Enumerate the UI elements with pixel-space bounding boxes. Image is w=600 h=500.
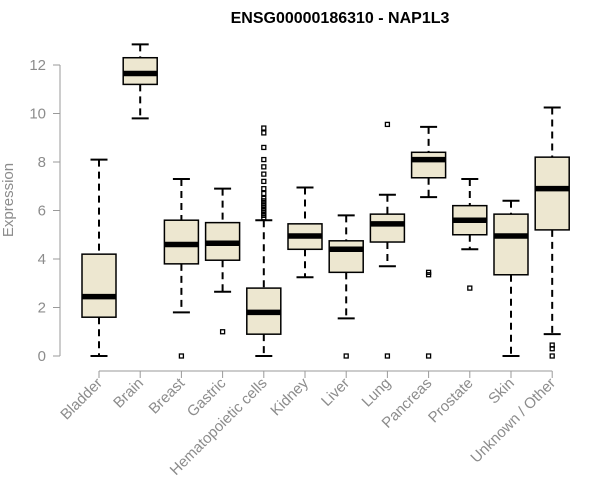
box-iqr [369,213,406,243]
box-skin [493,199,529,357]
axes: 0 2 4 6 8 10 12 [29,57,553,378]
box-bladder [81,158,117,357]
outlier-point [425,353,432,359]
outlier-point [261,130,267,136]
box-brain [122,43,158,120]
box-breast [163,177,200,359]
box-hematopoietic-cells [246,125,282,357]
x-tick-label: Bladder [57,375,106,424]
x-tick-label: Lung [359,375,395,411]
outlier-point [384,353,391,359]
outlier-point [261,125,267,131]
y-axis-label: Expression [0,163,17,237]
outlier-point [549,342,555,348]
outlier-point [261,186,267,192]
y-tick-label: 10 [29,106,46,123]
box-pancreas [410,125,447,359]
x-tick-label: Breast [146,374,189,417]
x-tick-label: Skin [485,375,518,408]
outlier-point [261,171,267,177]
x-tick-label: Brain [110,375,147,412]
box-iqr [410,151,447,179]
outlier-point [261,164,267,170]
box-kidney [287,186,323,279]
box-iqr [493,213,529,276]
outlier-point [219,329,226,335]
box-iqr [328,240,364,274]
x-tick-label: Liver [318,375,353,410]
box-prostate [452,177,488,291]
y-tick-label: 0 [38,348,46,365]
box-gastric [204,187,241,335]
outlier-point [343,353,349,359]
x-tick-label: Prostate [425,375,477,427]
y-tick-label: 4 [38,251,46,268]
box-iqr [81,253,117,318]
outlier-point [261,156,267,163]
box-unknown-other [534,106,570,359]
box-iqr [534,156,570,231]
outlier-point [261,190,267,197]
y-tick-label: 6 [38,203,46,220]
boxes [81,43,570,359]
outlier-point [261,178,267,185]
y-tick-label: 2 [38,300,46,317]
outlier-point [467,285,473,291]
outlier-point [549,353,555,359]
box-liver [328,214,364,359]
outlier-point [261,144,267,151]
outlier-point [384,121,391,128]
y-tick-label: 12 [29,57,46,74]
chart-title: ENSG00000186310 - NAP1L3 [231,10,450,27]
outlier-point [425,269,432,275]
outlier-point [178,353,185,359]
y-tick-label: 8 [38,154,46,171]
x-tick-label: Kidney [267,374,312,419]
outlier-point [261,195,267,202]
box-lung [369,121,406,359]
